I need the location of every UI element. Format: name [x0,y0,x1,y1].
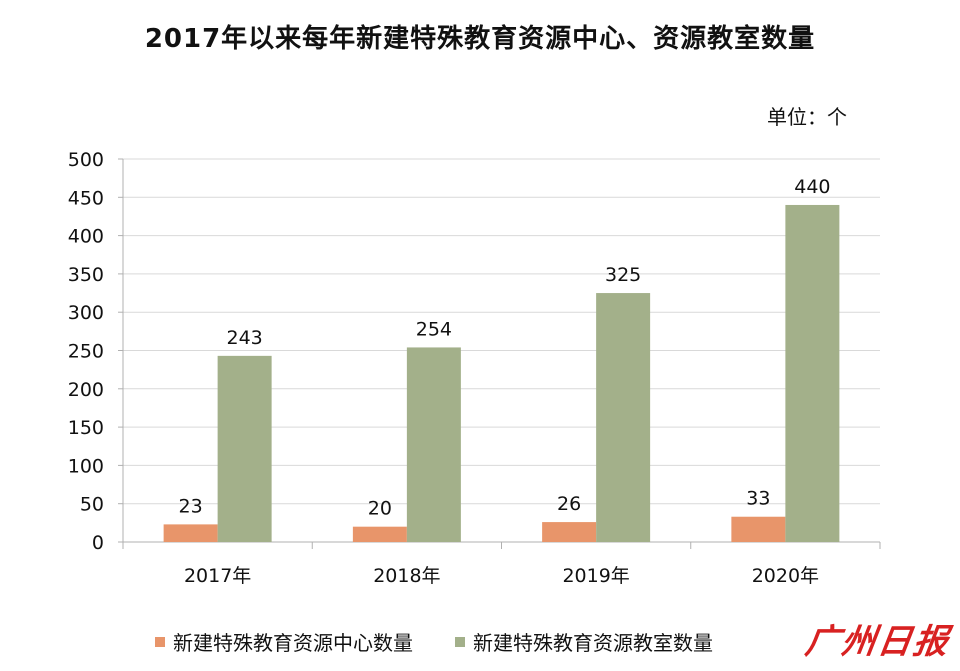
y-tick-label-250: 250 [68,341,104,363]
legend-item-series-1: 新建特殊教育资源教室数量 [455,627,713,656]
data-label-series-0-0: 23 [179,495,203,517]
data-label-series-0-2: 26 [557,493,581,515]
data-label-series-1-0: 243 [226,327,262,349]
legend-swatch-series-0 [155,636,165,647]
y-tick-label-500: 500 [68,149,104,171]
y-tick-label-150: 150 [68,417,104,439]
x-tick-label-3: 2020年 [752,565,819,587]
bar-series-0-0 [163,524,218,542]
bar-series-1-3 [785,204,840,542]
unit-label: 单位：个 [767,105,847,129]
y-tick-label-400: 400 [68,226,104,248]
y-tick-label-300: 300 [68,302,104,324]
bar-series-0-3 [731,516,786,542]
y-tick-label-200: 200 [68,379,104,401]
bar-series-0-1 [352,526,407,542]
x-tick-label-1: 2018年 [373,565,440,587]
legend-label-series-1: 新建特殊教育资源教室数量 [473,631,713,655]
data-label-series-0-3: 33 [746,488,770,510]
data-label-series-0-1: 20 [368,498,392,520]
bar-series-1-0 [217,355,272,542]
x-tick-label-2: 2019年 [562,565,629,587]
y-tick-label-350: 350 [68,264,104,286]
data-label-series-1-1: 254 [416,318,452,340]
y-tick-label-0: 0 [92,532,104,554]
y-tick-label-100: 100 [68,455,104,477]
chart-title: 2017年以来每年新建特殊教育资源中心、资源教室数量 [144,24,816,54]
legend-swatch-series-1 [455,636,465,647]
y-tick-label-450: 450 [68,187,104,209]
bar-series-0-2 [542,522,597,542]
legend: 新建特殊教育资源中心数量 新建特殊教育资源教室数量 [155,627,755,656]
bar-series-1-1 [406,347,461,542]
legend-label-series-0: 新建特殊教育资源中心数量 [173,631,413,655]
y-tick-label-50: 50 [80,494,104,516]
x-tick-label-0: 2017年 [184,565,251,587]
bar-series-1-2 [596,293,651,542]
data-label-series-1-2: 325 [605,264,641,286]
newspaper-logo-watermark: 广州日报 [802,622,953,662]
legend-item-series-0: 新建特殊教育资源中心数量 [155,627,413,656]
data-label-series-1-3: 440 [794,176,830,198]
